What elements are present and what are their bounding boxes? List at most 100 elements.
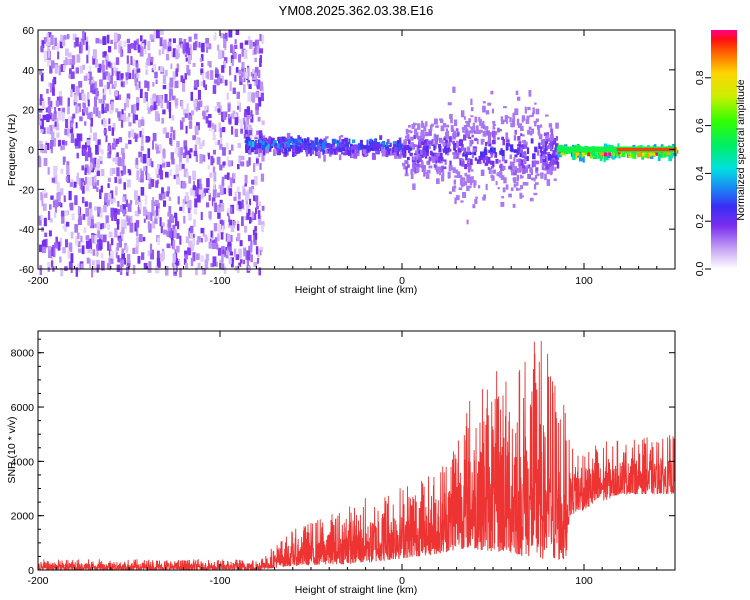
spectrogram-cell xyxy=(548,143,552,146)
spectrogram-cell xyxy=(381,148,386,153)
spectrogram-cell xyxy=(98,236,101,242)
spectrogram-cell xyxy=(228,160,232,167)
spectrogram-cell xyxy=(471,140,474,145)
spectrogram-cell xyxy=(107,145,111,152)
spectrogram-cell xyxy=(283,152,288,157)
spectrogram-cell xyxy=(105,103,109,112)
spectrogram-cell xyxy=(389,142,392,147)
spectrogram-cell xyxy=(168,38,172,44)
spectrogram-cell xyxy=(539,124,543,128)
spectrogram-cell xyxy=(288,139,292,142)
spectrogram-cell xyxy=(237,191,241,200)
spectrogram-cell xyxy=(213,81,217,87)
spectrogram-cell xyxy=(137,44,141,53)
spectrogram-cell xyxy=(162,161,166,168)
spectrogram-cell xyxy=(129,200,133,205)
spectrogram-cell xyxy=(375,152,380,155)
spectrogram-cell xyxy=(258,138,262,141)
spectrogram-cell xyxy=(555,122,559,129)
spectrogram-cell xyxy=(121,248,125,254)
spectrogram-cell xyxy=(127,63,131,73)
spectrogram-cell xyxy=(208,189,211,195)
spectrogram-cell xyxy=(497,187,500,190)
spectrogram-cell xyxy=(98,239,101,249)
spectrogram-cell xyxy=(513,183,517,188)
spectrogram-cell xyxy=(607,155,610,158)
spectrogram-cell xyxy=(156,257,161,268)
spectrogram-cell xyxy=(524,182,529,186)
spectrogram-cell xyxy=(246,106,250,115)
spectrogram-cell xyxy=(174,98,179,106)
spectrogram-cell xyxy=(158,168,161,176)
spectrogram-cell xyxy=(412,183,416,190)
spectrogram-cell xyxy=(203,188,206,196)
spectrogram-cell xyxy=(466,158,471,166)
spectrogram-cell xyxy=(51,131,55,141)
spectrogram-cell xyxy=(207,43,212,50)
spectrogram-cell xyxy=(421,159,424,163)
spectrogram-cell xyxy=(51,45,56,50)
spectrogram-cell xyxy=(543,132,547,137)
spectrogram-cell xyxy=(550,141,554,147)
spectrogram-cell xyxy=(410,142,414,148)
spectrogram-cell xyxy=(158,49,161,56)
spectrogram-cell xyxy=(48,82,52,87)
spectrogram-cell xyxy=(132,247,136,254)
spectrogram-cell xyxy=(128,139,132,145)
snr-xtick-label: 100 xyxy=(575,575,593,587)
spectrogram-cell xyxy=(91,176,96,186)
spectrogram-cell xyxy=(116,152,119,157)
spectrogram-cell xyxy=(270,146,274,149)
spectrogram-cell xyxy=(85,240,90,249)
spectrogram-cell xyxy=(256,201,259,210)
spectrogram-cell xyxy=(439,170,442,176)
spectrogram-cell xyxy=(108,263,111,271)
spectrogram-cell xyxy=(500,175,505,180)
spectrogram-cell xyxy=(482,130,487,137)
spectrogram-cell xyxy=(85,235,90,241)
colorbar-tick-label: 0.6 xyxy=(694,118,706,133)
spectrogram-cell xyxy=(501,178,506,181)
spectrogram-cell xyxy=(152,197,155,207)
spectrogram-cell xyxy=(438,156,441,163)
spectrogram-cell xyxy=(138,177,141,183)
spectrogram-cell xyxy=(403,139,408,145)
spectrogram-cell xyxy=(435,141,439,145)
spectrogram-cell xyxy=(47,246,52,251)
spectrogram-cell xyxy=(152,140,154,150)
spectrogram-cell xyxy=(450,118,453,124)
spectrogram-cell xyxy=(112,157,115,162)
spectrogram-cell xyxy=(117,34,121,39)
spectrogram-cell xyxy=(535,108,540,115)
spectrogram-cell xyxy=(51,100,54,109)
spectrogram-cell xyxy=(134,222,137,232)
spectrogram-cell xyxy=(303,138,307,144)
spectrogram-cell xyxy=(355,150,360,154)
spectrogram-cell xyxy=(290,139,294,144)
spectrogram-cell xyxy=(95,260,100,265)
spectrogram-cell xyxy=(67,250,71,259)
spectrogram-cell xyxy=(492,161,495,167)
spectrogram-cell xyxy=(189,148,193,153)
spectrogram-cell xyxy=(253,235,256,243)
spectrogram-cell xyxy=(253,79,258,86)
spectrogram-cell xyxy=(239,119,244,129)
spectrogram-cell xyxy=(488,131,492,135)
spectrogram-cell xyxy=(65,176,69,182)
spectrogram-cell xyxy=(536,173,540,177)
spectrogram-cell xyxy=(232,87,236,94)
spectrogram-cell xyxy=(405,128,409,135)
spectrogram-cell xyxy=(259,162,262,170)
spectrogram-cell xyxy=(161,187,164,194)
spectrogram-cell xyxy=(204,259,209,269)
spectrogram-cell xyxy=(82,196,85,204)
spectrogram-cell xyxy=(419,154,423,160)
spectrogram-cell xyxy=(339,142,342,148)
spectrogram-cell xyxy=(66,165,70,175)
spectrogram-cell xyxy=(245,191,249,201)
spectrogram-cell xyxy=(176,245,180,253)
spectrogram-cell xyxy=(239,240,243,247)
spectrogram-cell xyxy=(208,211,212,219)
spectrogram-cell xyxy=(446,149,450,153)
spectrogram-cell xyxy=(40,144,44,153)
